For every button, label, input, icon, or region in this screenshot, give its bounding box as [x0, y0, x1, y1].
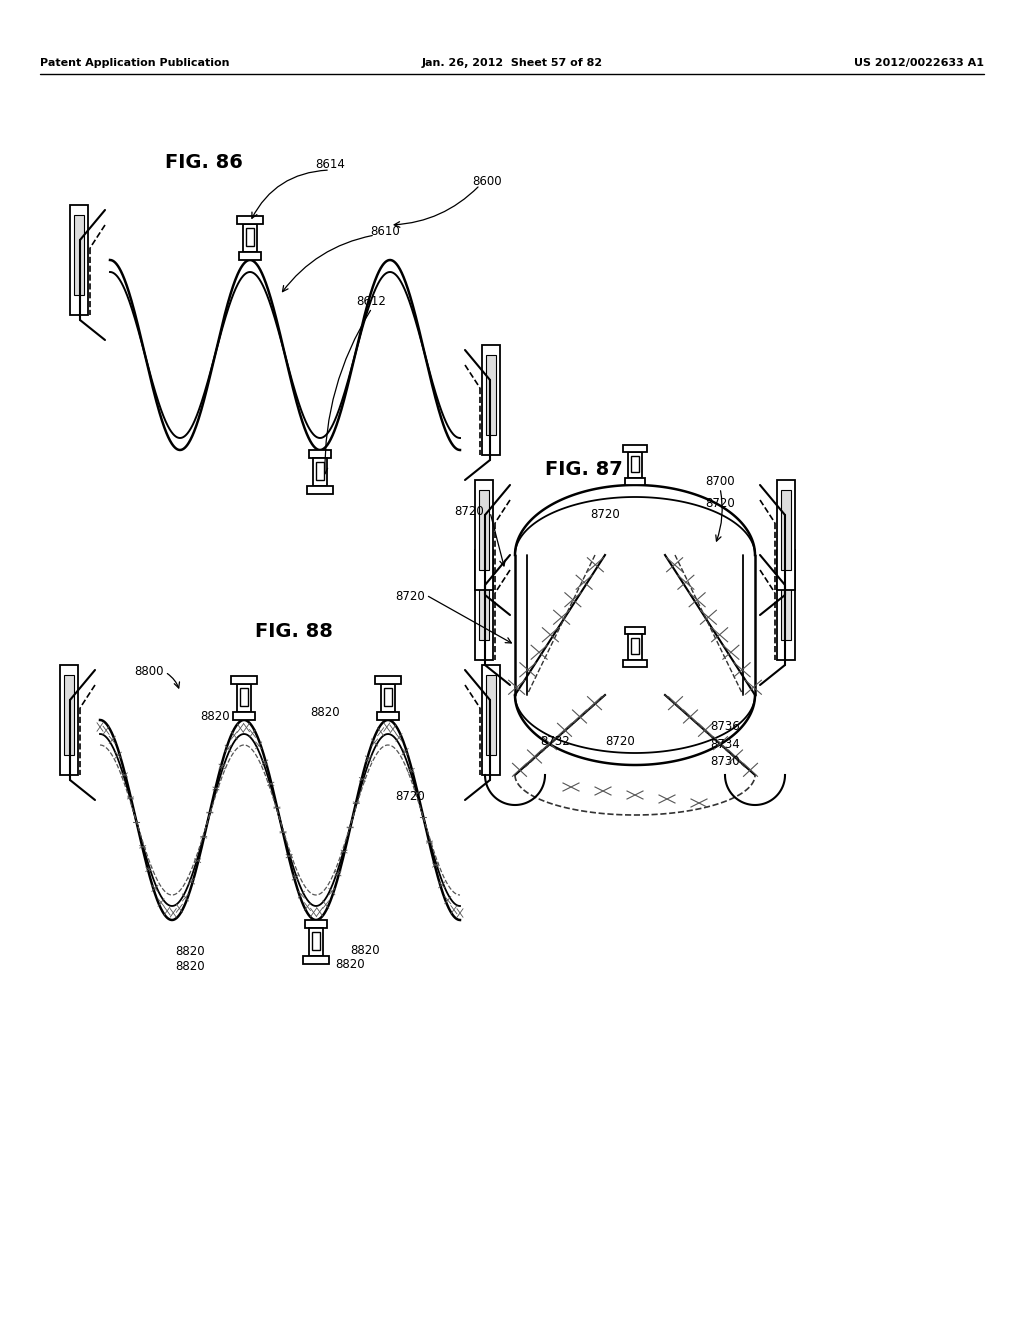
Text: 8720: 8720 [395, 590, 425, 603]
Bar [307, 486, 333, 494]
Bar [623, 445, 647, 451]
Bar [233, 711, 255, 719]
Bar [243, 224, 257, 252]
Bar [239, 252, 261, 260]
Text: 8820: 8820 [175, 945, 205, 958]
Text: 8600: 8600 [472, 176, 502, 187]
Bar [777, 480, 795, 590]
Bar [482, 665, 500, 775]
Text: 8820: 8820 [175, 960, 205, 973]
Bar [777, 550, 795, 660]
Bar [377, 711, 399, 719]
Bar [74, 215, 84, 294]
Text: 8720: 8720 [605, 735, 635, 748]
Text: Patent Application Publication: Patent Application Publication [40, 58, 229, 69]
Bar [486, 675, 496, 755]
Bar [237, 684, 251, 711]
Text: 8614: 8614 [315, 158, 345, 172]
Bar [246, 228, 254, 246]
Bar [375, 676, 401, 684]
Text: Jan. 26, 2012  Sheet 57 of 82: Jan. 26, 2012 Sheet 57 of 82 [422, 58, 602, 69]
Text: 8612: 8612 [356, 294, 386, 308]
Text: 8720: 8720 [705, 498, 735, 510]
Text: 8820: 8820 [200, 710, 229, 723]
Bar [631, 455, 639, 473]
Bar [240, 688, 248, 706]
Bar [70, 205, 88, 315]
Bar [625, 627, 645, 634]
Bar [479, 560, 489, 640]
Text: 8720: 8720 [395, 789, 425, 803]
Bar [313, 458, 327, 486]
Bar [303, 956, 329, 964]
Bar [312, 932, 319, 950]
Bar [309, 450, 331, 458]
Text: 8736: 8736 [710, 719, 739, 733]
Bar [628, 634, 642, 660]
Bar [623, 660, 647, 667]
Bar [781, 490, 791, 570]
Text: FIG. 87: FIG. 87 [545, 459, 623, 479]
Bar [475, 550, 493, 660]
Bar [384, 688, 392, 706]
Text: 8720: 8720 [454, 506, 483, 517]
Bar [475, 480, 493, 590]
Bar [309, 928, 323, 956]
Bar [486, 355, 496, 436]
Text: 8820: 8820 [350, 944, 380, 957]
Bar [381, 684, 395, 711]
Bar [628, 451, 642, 478]
Bar [316, 462, 324, 480]
Text: 8820: 8820 [335, 958, 365, 972]
Bar [482, 345, 500, 455]
Text: 8610: 8610 [370, 224, 399, 238]
Text: 8720: 8720 [590, 508, 620, 521]
Bar [60, 665, 78, 775]
Text: FIG. 86: FIG. 86 [165, 153, 243, 172]
Bar [479, 490, 489, 570]
Text: US 2012/0022633 A1: US 2012/0022633 A1 [854, 58, 984, 69]
Bar [231, 676, 257, 684]
Bar [631, 638, 639, 653]
Bar [63, 675, 74, 755]
Text: FIG. 88: FIG. 88 [255, 622, 333, 642]
Bar [237, 216, 263, 224]
Bar [305, 920, 327, 928]
Text: 8734: 8734 [710, 738, 739, 751]
Text: 8800: 8800 [134, 665, 164, 678]
Text: 8730: 8730 [710, 755, 739, 768]
Bar [781, 560, 791, 640]
Text: 8732: 8732 [540, 735, 569, 748]
Bar [625, 478, 645, 484]
Text: 8820: 8820 [310, 706, 340, 719]
Text: 8700: 8700 [705, 475, 734, 488]
